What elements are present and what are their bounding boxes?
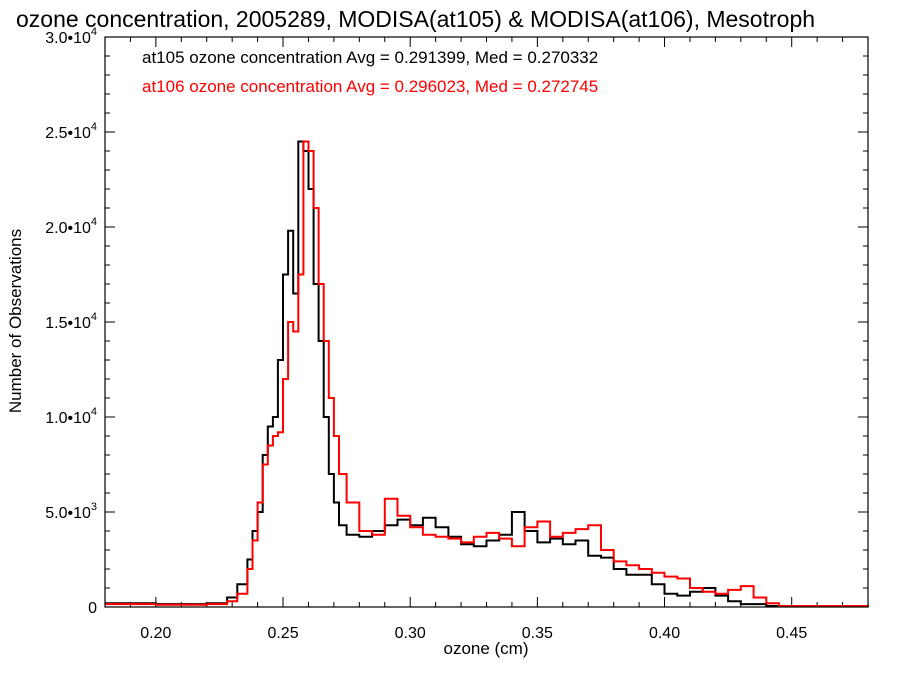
series-layer: [105, 140, 869, 607]
axis-ticks: [104, 36, 869, 608]
x-tick-label: 0.20: [140, 625, 171, 642]
y-tick-label: 2.0•104: [45, 216, 97, 237]
tick-labels: 0.20 0.25 0.30 0.35 0.40 0.45 0 5.0•103 1.0•104 1…: [45, 26, 807, 642]
chart-title: ozone concentration, 2005289, MODISA(at1…: [16, 6, 815, 32]
legend: at105 ozone concentration Avg = 0.291399…: [142, 48, 598, 96]
x-tick-label: 0.40: [649, 625, 680, 642]
legend-entry-at105: at105 ozone concentration Avg = 0.291399…: [142, 48, 598, 67]
y-tick-label: 1.0•104: [45, 406, 97, 427]
y-tick-label: 1.5•104: [45, 311, 97, 332]
x-tick-label: 0.35: [522, 625, 553, 642]
y-axis-label: Number of Observations: [6, 229, 25, 413]
x-axis-label: ozone (cm): [443, 639, 528, 658]
y-tick-label: 2.5•104: [45, 121, 97, 142]
plot-frame: [104, 36, 869, 608]
y-tick-label: 0: [88, 600, 97, 617]
x-tick-label: 0.30: [395, 625, 426, 642]
y-tick-label: 5.0•103: [45, 501, 97, 522]
series-line-1: [105, 140, 869, 607]
x-tick-label: 0.45: [776, 625, 807, 642]
y-tick-label: 3.0•104: [45, 26, 97, 47]
legend-entry-at106: at106 ozone concentration Avg = 0.296023…: [142, 77, 598, 96]
x-tick-label: 0.25: [267, 625, 298, 642]
series-line-0: [105, 140, 869, 607]
